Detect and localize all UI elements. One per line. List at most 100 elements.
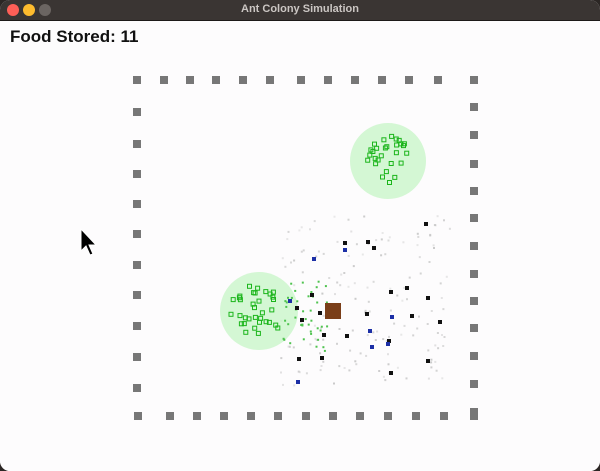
- food-particle: [302, 310, 305, 313]
- ant: [387, 339, 391, 343]
- pheromone-dot: [403, 286, 406, 289]
- ant: [297, 357, 301, 361]
- ant: [389, 371, 393, 375]
- food-particle: [317, 338, 320, 341]
- food-item: [370, 149, 376, 154]
- food-particle: [319, 329, 322, 332]
- pheromone-dot: [315, 339, 318, 341]
- pheromone-dot: [380, 238, 383, 241]
- food-item: [375, 157, 381, 163]
- wall-block: [470, 270, 478, 278]
- pheromone-dot: [439, 282, 442, 285]
- wall-block: [134, 412, 142, 420]
- pheromone-dot: [388, 236, 391, 239]
- pheromone-dot: [442, 345, 445, 347]
- food-item: [267, 291, 273, 297]
- pheromone-dot: [419, 272, 422, 275]
- pheromone-dot: [381, 232, 384, 234]
- ant-nest: [325, 303, 341, 319]
- food-item: [367, 152, 373, 158]
- pheromone-dot: [430, 361, 433, 364]
- pheromone-dot: [353, 282, 356, 285]
- pheromone-dot: [429, 233, 432, 236]
- food-item: [275, 325, 281, 331]
- pheromone-dot: [433, 247, 435, 249]
- pheromone-dot: [417, 235, 420, 238]
- wall-block: [133, 230, 141, 238]
- ant: [405, 286, 409, 290]
- wall-block: [405, 76, 413, 84]
- pheromone-dot: [347, 254, 350, 257]
- ant-carrying-food: [312, 257, 316, 261]
- pheromone-dot: [375, 239, 378, 242]
- food-item: [241, 321, 247, 327]
- pheromone-dot: [305, 372, 308, 375]
- simulation-canvas[interactable]: [0, 21, 600, 471]
- food-particle: [302, 338, 305, 341]
- pheromone-dot: [416, 232, 419, 235]
- wall-block: [470, 380, 478, 388]
- maximize-window-button[interactable]: [39, 4, 51, 16]
- pheromone-dot: [382, 375, 385, 378]
- food-item: [269, 307, 275, 313]
- pheromone-dot: [321, 292, 324, 295]
- pheromone-dot: [292, 346, 295, 349]
- pheromone-dot: [301, 271, 304, 274]
- pheromone-dot: [429, 234, 432, 237]
- ant: [410, 314, 414, 318]
- food-item: [243, 329, 249, 335]
- wall-block: [133, 108, 141, 116]
- pheromone-dot: [288, 345, 291, 348]
- food-particle: [300, 324, 303, 326]
- pheromone-dot: [317, 250, 320, 253]
- food-item: [259, 310, 265, 316]
- pheromone-dot: [387, 239, 390, 242]
- food-particle: [323, 349, 326, 352]
- pheromone-dot: [416, 244, 419, 247]
- food-item: [387, 180, 392, 185]
- food-particle: [307, 295, 310, 298]
- pheromone-dot: [378, 370, 381, 372]
- food-item: [380, 174, 385, 180]
- food-particle: [310, 291, 313, 293]
- pheromone-dot: [433, 224, 436, 226]
- food-item: [242, 315, 248, 321]
- ant: [366, 240, 370, 244]
- food-item: [256, 298, 262, 304]
- wall-block: [274, 412, 282, 420]
- pheromone-dot: [315, 255, 318, 258]
- close-window-button[interactable]: [7, 4, 19, 16]
- pheromone-dot: [441, 377, 444, 380]
- pheromone-dot: [384, 379, 387, 382]
- ant-carrying-food: [296, 380, 300, 384]
- pheromone-dot: [320, 365, 323, 367]
- ant: [438, 320, 442, 324]
- ant: [318, 311, 322, 315]
- ants: [288, 222, 442, 384]
- wall-block: [133, 261, 141, 269]
- ant-carrying-food: [386, 342, 390, 346]
- wall-block: [356, 412, 364, 420]
- food-particle: [317, 280, 320, 283]
- pheromone-dot: [400, 333, 403, 336]
- food-item: [398, 160, 404, 166]
- food-particle: [290, 296, 293, 299]
- minimize-window-button[interactable]: [23, 4, 35, 16]
- wall-block: [133, 200, 141, 208]
- food-particle: [307, 323, 310, 326]
- pheromone-dot: [339, 284, 342, 287]
- food-item: [388, 161, 394, 166]
- food-item: [401, 141, 407, 147]
- food-item: [263, 319, 269, 325]
- food-particle: [290, 282, 293, 285]
- pheromone-dot: [309, 343, 312, 346]
- food-item: [383, 169, 389, 175]
- food-source-bottom-left: [220, 272, 298, 350]
- pheromone-dot: [437, 347, 440, 350]
- food-item: [404, 150, 410, 156]
- ant-carrying-food: [288, 299, 292, 303]
- wall-block: [470, 214, 478, 222]
- pheromone-dot: [293, 384, 296, 387]
- food-particle: [285, 305, 288, 308]
- pheromone-dot: [365, 354, 368, 357]
